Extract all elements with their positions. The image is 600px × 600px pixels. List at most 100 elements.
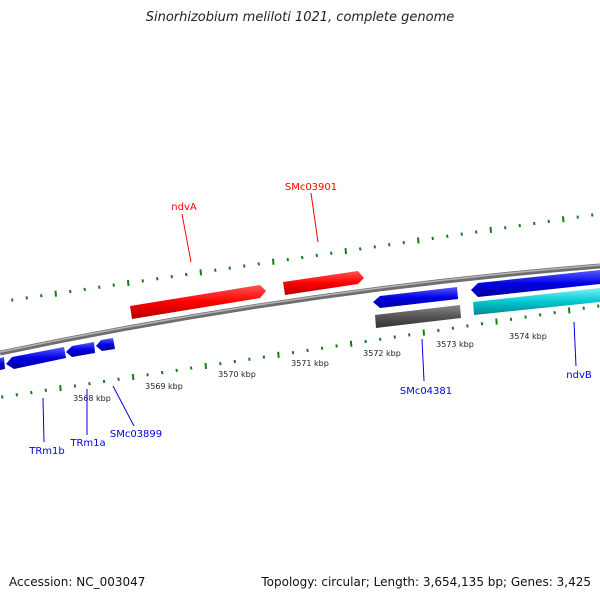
minor-tick: [306, 348, 309, 353]
minor-tick: [533, 221, 536, 226]
major-tick: [489, 226, 492, 233]
minor-tick: [373, 245, 376, 249]
minor-tick: [88, 382, 91, 386]
map-title: Sinorhizobium meliloti 1021, complete ge…: [145, 10, 455, 25]
accession-text: Accession: NC_003047: [9, 575, 146, 589]
gene-label-SMc04381[interactable]: SMc04381: [400, 386, 452, 397]
major-tick: [131, 373, 135, 381]
minor-tick: [170, 274, 173, 279]
minor-tick: [504, 226, 507, 230]
minor-tick: [582, 306, 585, 310]
genome-summary-text: Topology: circular; Length: 3,654,135 bp…: [261, 575, 591, 589]
minor-tick: [30, 390, 33, 395]
minor-tick: [402, 240, 405, 245]
minor-tick: [518, 223, 521, 228]
ruler-label: 3569 kbp: [145, 382, 183, 391]
gene-label-TRm1a[interactable]: TRm1a: [69, 438, 105, 449]
minor-tick: [262, 355, 266, 359]
gene-SMc03901-arrow[interactable]: [283, 271, 364, 295]
minor-tick: [141, 279, 144, 283]
gene-TRm1b-arrow[interactable]: [6, 347, 66, 369]
major-tick: [277, 351, 280, 358]
major-tick: [59, 385, 62, 392]
ruler-label: 3574 kbp: [509, 332, 547, 341]
outer-tick-ring: [11, 213, 594, 302]
minor-tick: [330, 251, 333, 255]
gene-label-ndvB[interactable]: ndvB: [566, 370, 592, 381]
gene-ndvB-arrow[interactable]: [471, 270, 600, 297]
minor-tick: [233, 359, 237, 364]
minor-tick: [73, 384, 77, 388]
minor-tick: [480, 322, 484, 326]
major-tick: [495, 318, 498, 325]
minor-tick: [160, 370, 164, 375]
gene-TRm1a-arrow[interactable]: [66, 342, 95, 357]
minor-tick: [466, 324, 469, 328]
gene-SMc03899-arrow[interactable]: [96, 338, 115, 351]
ruler-label: 3572 kbp: [363, 349, 401, 358]
minor-tick: [44, 388, 48, 393]
minor-tick: [175, 368, 178, 373]
minor-tick: [320, 346, 324, 350]
genome-backbone-highlight: [0, 264, 600, 353]
ruler-label: 3568 kbp: [73, 394, 111, 403]
ruler-label: 3573 kbp: [436, 340, 474, 349]
feature-gray-block[interactable]: [375, 305, 461, 328]
gene-label-SMc03899[interactable]: SMc03899: [110, 429, 162, 440]
minor-tick: [547, 219, 550, 224]
minor-tick: [257, 262, 260, 266]
major-tick: [199, 269, 202, 276]
ruler-labels: 3568 kbp 3569 kbp 3570 kbp 3571 kbp 3572…: [73, 332, 547, 403]
gene-label-SMc03901[interactable]: SMc03901: [285, 182, 337, 193]
minor-tick: [219, 362, 222, 366]
minor-tick: [301, 255, 304, 260]
minor-tick: [475, 230, 478, 234]
major-tick: [54, 290, 57, 297]
minor-tick: [359, 247, 362, 251]
minor-tick: [393, 335, 396, 339]
major-tick: [127, 279, 130, 287]
minor-tick: [524, 315, 527, 319]
minor-tick: [460, 232, 463, 236]
major-tick: [272, 258, 275, 265]
minor-tick: [185, 272, 188, 277]
reverse-gene-leaders: [42, 321, 577, 443]
minor-tick: [15, 393, 19, 397]
minor-tick: [214, 268, 217, 272]
minor-tick: [538, 313, 542, 317]
minor-tick: [117, 377, 120, 381]
minor-tick: [11, 298, 14, 302]
minor-tick: [243, 264, 246, 268]
gene-SMc04381-arrow[interactable]: [373, 287, 458, 308]
minor-tick: [408, 333, 411, 337]
major-tick: [204, 362, 208, 370]
gene-label-TRm1b[interactable]: TRm1b: [28, 446, 65, 457]
gene-label-ndvA[interactable]: ndvA: [171, 202, 197, 213]
minor-tick: [156, 277, 159, 281]
minor-tick: [364, 339, 367, 344]
minor-tick: [98, 285, 101, 289]
feature-cds-block[interactable]: [473, 288, 600, 315]
ruler-label: 3571 kbp: [291, 359, 329, 368]
minor-tick: [509, 317, 513, 321]
minor-tick: [286, 257, 289, 262]
minor-tick: [25, 296, 28, 300]
minor-tick: [335, 344, 338, 348]
major-tick: [349, 340, 353, 347]
minor-tick: [102, 379, 106, 384]
minor-tick: [388, 243, 391, 247]
major-tick: [422, 329, 426, 336]
minor-tick: [146, 373, 149, 377]
minor-tick: [83, 287, 86, 292]
major-tick: [562, 216, 565, 223]
minor-tick: [437, 328, 440, 333]
gene-left-edge-arrow[interactable]: [0, 357, 5, 370]
minor-tick: [112, 283, 115, 287]
inner-tick-ring: [1, 304, 600, 399]
minor-tick: [291, 350, 295, 355]
ruler-label: 3570 kbp: [218, 370, 256, 379]
minor-tick: [189, 366, 193, 370]
minor-tick: [597, 304, 600, 308]
gene-ndvA-arrow[interactable]: [130, 285, 266, 319]
